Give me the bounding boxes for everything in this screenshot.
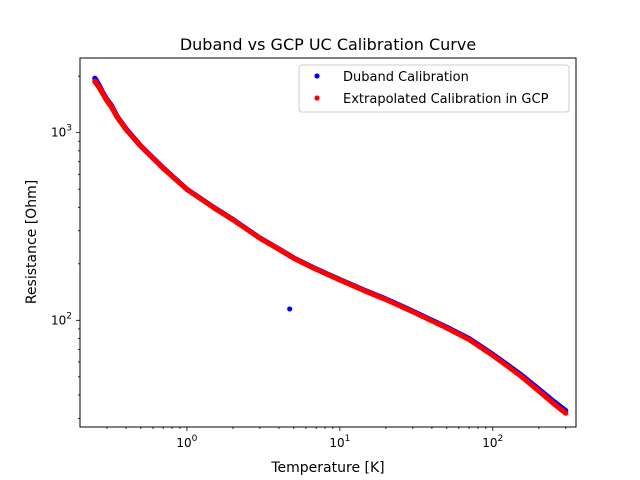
axes-frame bbox=[79, 57, 577, 428]
x-axis-label: Temperature [K] bbox=[270, 460, 384, 476]
data-point bbox=[563, 410, 569, 416]
series-1-points bbox=[92, 78, 569, 416]
outlier-data-point bbox=[287, 306, 293, 312]
legend-label-duband: Duband Calibration bbox=[343, 70, 469, 85]
plot-area bbox=[79, 57, 577, 428]
legend-marker-duband bbox=[314, 73, 320, 79]
legend-label-gcp: Extrapolated Calibration in GCP bbox=[343, 92, 549, 107]
legend-marker-gcp bbox=[314, 95, 320, 101]
y-axis-label: Resistance [Ohm] bbox=[24, 180, 40, 304]
legend-box bbox=[298, 64, 570, 113]
series-layer bbox=[92, 75, 569, 416]
chart-title: Duband vs GCP UC Calibration Curve bbox=[180, 35, 476, 54]
legend: Duband Calibration Extrapolated Calibrat… bbox=[298, 64, 570, 113]
